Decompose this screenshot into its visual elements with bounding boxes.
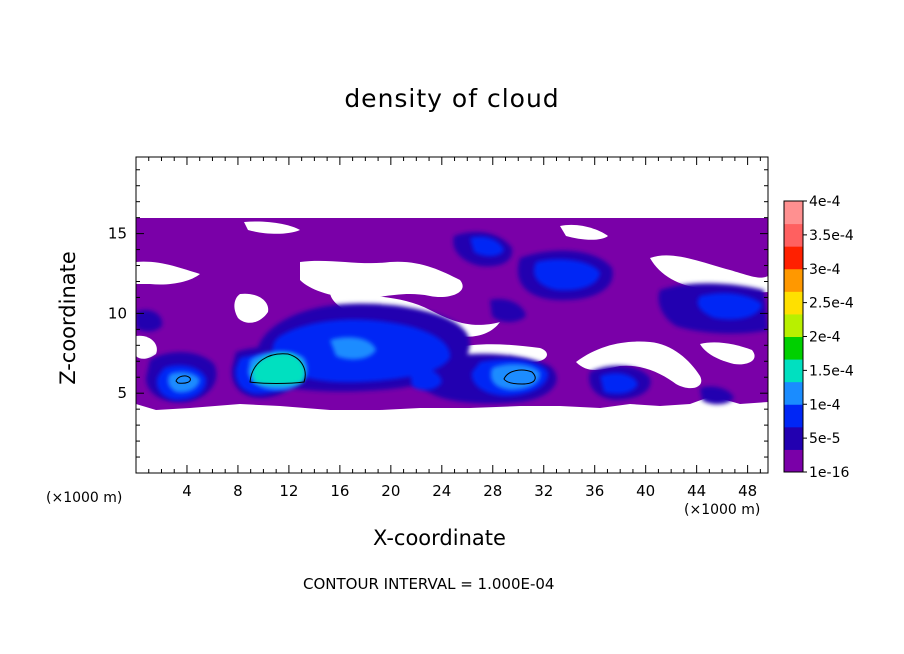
x-tick-label: 44 <box>687 482 706 500</box>
y-tick-label: 10 <box>108 304 127 322</box>
x-tick-label: 32 <box>534 482 553 500</box>
colorbar-label: 1.5e-4 <box>809 363 854 379</box>
colorbar-label: 1e-16 <box>809 465 849 481</box>
colorbar-swatch <box>784 201 803 225</box>
x-unit-label-left: (×1000 m) <box>46 490 123 506</box>
colorbar-label: 2e-4 <box>809 330 841 346</box>
colorbar-swatch <box>784 313 803 337</box>
colorbar-swatch <box>784 268 803 292</box>
colorbar-label: 3.5e-4 <box>809 228 854 244</box>
colorbar-swatch <box>784 336 803 360</box>
colorbar-label: 2.5e-4 <box>809 296 854 312</box>
x-tick-label: 8 <box>233 482 243 500</box>
colorbar: 4e-4 3.5e-4 3e-4 2.5e-4 2e-4 1.5e-4 1e-4 5e-5 1e… <box>783 194 854 481</box>
plot-frame <box>135 156 769 474</box>
colorbar-swatch <box>784 404 803 428</box>
y-axis-ticks: 5 10 15 <box>108 169 768 458</box>
x-tick-label: 48 <box>738 482 757 500</box>
cloud-density-field <box>136 218 768 410</box>
x-unit-label-right: (×1000 m) <box>684 502 761 518</box>
colorbar-swatch <box>784 291 803 315</box>
colorbar-swatch <box>784 381 803 405</box>
y-tick-label: 5 <box>117 384 127 402</box>
chart-title: density of cloud <box>344 84 560 113</box>
colorbar-swatch <box>784 426 803 450</box>
colorbar-label: 1e-4 <box>809 397 841 413</box>
cloud-gaps <box>136 221 768 389</box>
colorbar-swatch <box>784 246 803 270</box>
y-axis-label: Z-coordinate <box>56 251 80 385</box>
contour-lines <box>175 353 536 385</box>
x-tick-label: 40 <box>636 482 655 500</box>
contour-interval-note: CONTOUR INTERVAL = 1.000E-04 <box>303 575 555 593</box>
colorbar-label: 4e-4 <box>809 194 841 210</box>
colorbar-swatch <box>784 223 803 247</box>
x-tick-label: 28 <box>483 482 502 500</box>
x-axis-label: X-coordinate <box>373 526 506 550</box>
colorbar-swatch <box>784 359 803 383</box>
band-level-5 <box>252 352 305 385</box>
x-tick-label: 24 <box>432 482 451 500</box>
colorbar-swatch <box>784 449 803 473</box>
x-tick-label: 36 <box>585 482 604 500</box>
x-tick-label: 12 <box>279 482 298 500</box>
colorbar-label: 3e-4 <box>809 262 841 278</box>
colorbar-label: 5e-5 <box>809 431 840 447</box>
x-tick-label: 20 <box>381 482 400 500</box>
x-tick-label: 4 <box>182 482 192 500</box>
x-axis-ticks: 4 8 12 16 20 24 28 32 36 40 44 48 <box>148 157 761 500</box>
x-tick-label: 16 <box>330 482 349 500</box>
y-tick-label: 15 <box>108 225 127 243</box>
